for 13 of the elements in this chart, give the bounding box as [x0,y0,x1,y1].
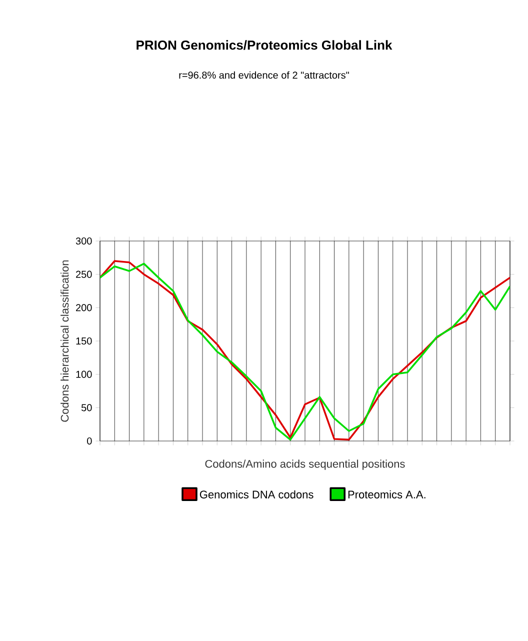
y-tick-label: 100 [76,370,92,378]
y-tick-label: 0 [87,437,92,445]
legend-label: Proteomics A.A. [348,490,426,498]
x-axis-title: Codons/Amino acids sequential positions [205,460,405,470]
y-tick-label: 250 [76,270,92,278]
y-tick-label: 300 [76,237,92,245]
chart-title: PRION Genomics/Proteomics Global Link [136,40,392,50]
legend-label: Genomics DNA codons [200,490,314,498]
y-axis-title: Codons hierarchical classification [60,260,69,422]
y-tick-label: 50 [81,404,92,412]
y-tick-label: 150 [76,337,92,345]
chart-subtitle: r=96.8% and evidence of 2 "attractors" [179,71,349,79]
y-tick-label: 200 [76,304,92,312]
